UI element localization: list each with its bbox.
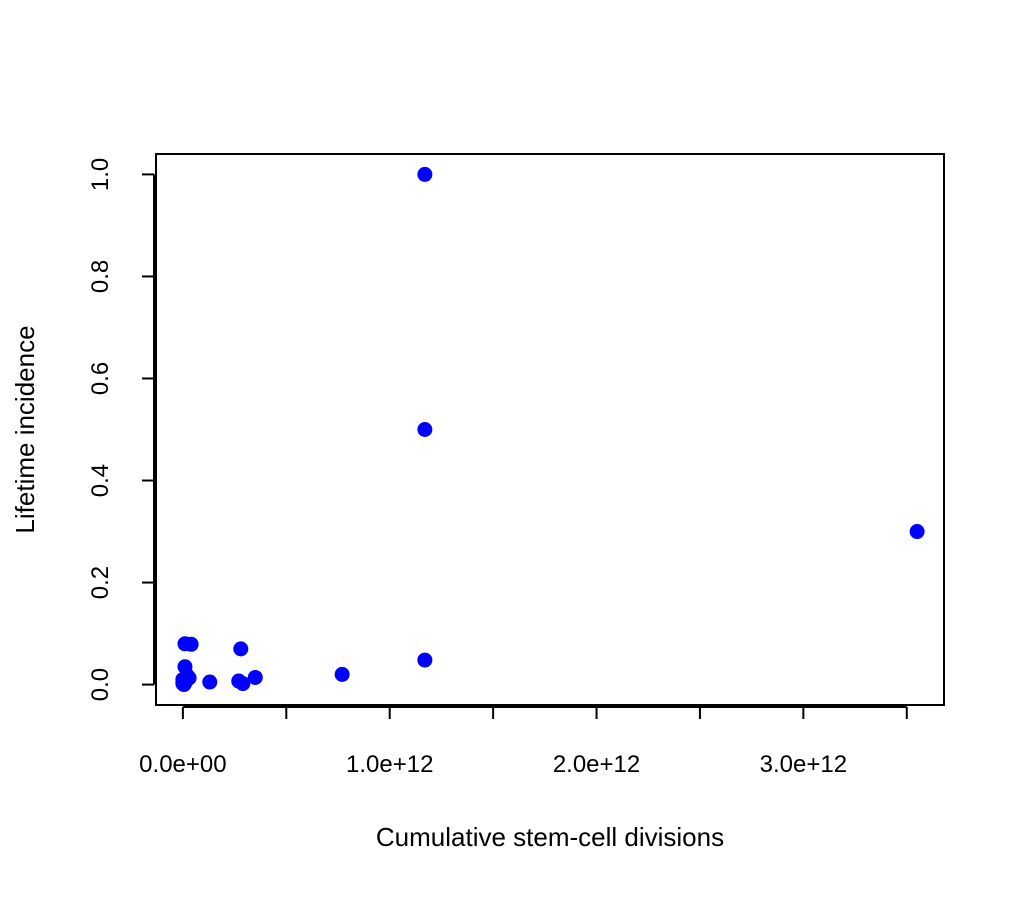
data-point (909, 524, 925, 540)
data-point (177, 675, 193, 691)
plot-frame (155, 153, 945, 706)
y-tick-label: 1.0 (87, 158, 114, 191)
data-point (202, 674, 218, 690)
data-points (175, 166, 925, 693)
data-point (417, 652, 433, 668)
data-point (183, 636, 199, 652)
data-point (233, 641, 249, 657)
data-point (334, 666, 350, 682)
x-tick-label: 2.0e+12 (553, 751, 640, 778)
y-tick-label: 0.0 (87, 668, 114, 701)
y-tick-label: 0.2 (87, 566, 114, 599)
y-axis-title: Lifetime incidence (10, 325, 40, 533)
data-point (231, 673, 247, 689)
y-tick-label: 0.6 (87, 362, 114, 395)
x-tick-label: 3.0e+12 (760, 751, 847, 778)
y-tick-label: 0.4 (87, 464, 114, 497)
x-axis: 0.0e+00 1.0e+12 2.0e+12 3.0e+12 (139, 706, 908, 778)
x-tick-label: 0.0e+00 (139, 751, 226, 778)
y-axis: 0.0 0.2 0.4 0.6 0.8 1.0 (87, 158, 155, 701)
y-tick-label: 0.8 (87, 260, 114, 293)
data-point (417, 422, 433, 437)
data-point (247, 669, 263, 685)
x-axis-title: Cumulative stem-cell divisions (376, 822, 724, 852)
x-tick-label: 1.0e+12 (346, 751, 433, 778)
data-point (417, 166, 433, 182)
